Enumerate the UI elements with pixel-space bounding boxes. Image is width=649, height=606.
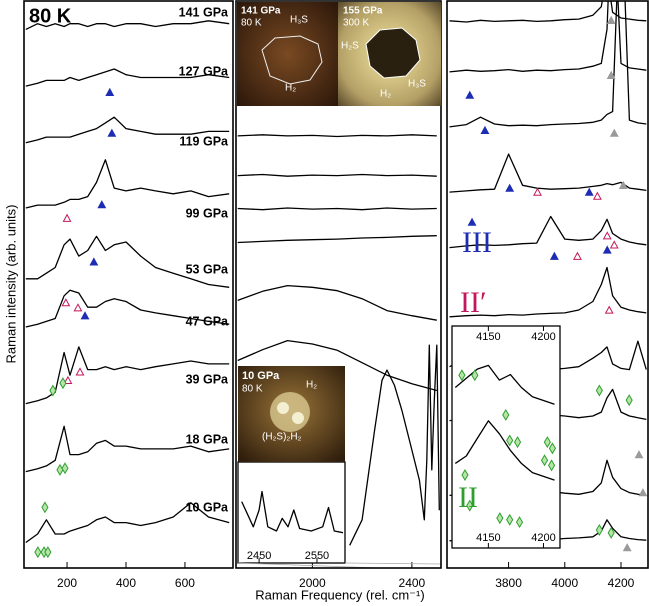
- inset-x-tick-label: 4150: [476, 532, 500, 544]
- peak-marker: [90, 258, 97, 265]
- peak-marker: [635, 451, 642, 458]
- photo-label: 300 K: [343, 18, 369, 29]
- peak-marker: [62, 463, 68, 473]
- peak-marker: [35, 547, 41, 557]
- peak-marker: [60, 378, 66, 388]
- photo-label: 10 GPa: [242, 370, 280, 382]
- photo-label: H₃S: [290, 15, 308, 26]
- peak-marker: [624, 544, 631, 551]
- photo-label: H₂: [380, 89, 391, 100]
- panel-frame: [24, 1, 233, 568]
- inset-frame: [238, 462, 345, 563]
- x-tick-label: 600: [175, 576, 195, 590]
- peak-marker: [586, 189, 593, 196]
- inset-x-tick-label: 2550: [305, 550, 329, 562]
- peak-marker: [611, 130, 618, 137]
- peak-marker: [611, 241, 618, 248]
- peak-marker: [608, 17, 615, 24]
- x-tick-label: 4200: [608, 576, 635, 590]
- peak-marker: [50, 386, 56, 396]
- peak-marker: [626, 395, 632, 405]
- peak-marker: [466, 92, 473, 99]
- phase-label: II: [458, 481, 478, 514]
- y-axis-label: Raman intensity (arb. units): [3, 205, 18, 364]
- spectrum: [238, 236, 437, 243]
- spectrum: [26, 160, 229, 208]
- photo-label: H₂S: [341, 41, 359, 52]
- peak-marker: [42, 502, 48, 512]
- peak-marker: [57, 465, 63, 475]
- spectrum: [238, 175, 437, 177]
- spectrum: [238, 135, 437, 137]
- x-tick-label: 2400: [399, 576, 426, 590]
- peak-marker: [534, 189, 541, 196]
- x-tick-label: 200: [57, 576, 77, 590]
- series-label: 10 GPa: [186, 500, 229, 514]
- peak-marker: [574, 253, 581, 260]
- photo-label: (H₂S)₂H₂: [262, 432, 302, 443]
- photo-label: 141 GPa: [241, 6, 281, 17]
- peak-marker: [45, 547, 51, 557]
- photo-label: 80 K: [241, 18, 262, 29]
- spectrum: [238, 208, 437, 210]
- inset-x-tick-label: 4200: [531, 532, 555, 544]
- spectrum: [450, 0, 647, 127]
- series-label: 119 GPa: [179, 134, 229, 148]
- inset-x-tick-label: 4200: [531, 331, 555, 343]
- series-label: 47 GPa: [186, 314, 229, 328]
- inset-frame: [452, 326, 560, 548]
- spectrum: [238, 286, 437, 321]
- photo-label: 155 GPa: [343, 6, 383, 17]
- figure: Raman intensity (arb. units) Raman Frequ…: [0, 0, 649, 606]
- peak-marker: [639, 489, 646, 496]
- peak-marker: [468, 219, 475, 226]
- photo-label: H₂: [306, 380, 317, 391]
- photo-sample: [277, 402, 289, 414]
- peak-marker: [76, 368, 83, 375]
- photo-sample: [270, 392, 310, 432]
- peak-marker: [506, 185, 513, 192]
- phase-label: III: [462, 226, 492, 259]
- peak-marker: [551, 253, 558, 260]
- peak-marker: [108, 130, 115, 137]
- peak-marker: [81, 312, 88, 319]
- peak-marker: [98, 201, 105, 208]
- x-tick-label: 400: [116, 576, 136, 590]
- x-tick-label: 3800: [495, 576, 522, 590]
- peak-marker: [74, 304, 81, 311]
- peak-marker: [106, 89, 113, 96]
- photo-sample: [292, 412, 304, 424]
- leader-line: [345, 563, 441, 564]
- peak-marker: [63, 215, 70, 222]
- series-label: 53 GPa: [186, 262, 229, 276]
- peak-marker: [481, 127, 488, 134]
- peak-marker: [594, 193, 601, 200]
- peak-marker: [596, 386, 602, 396]
- spectrum: [450, 154, 647, 192]
- peak-marker: [604, 232, 611, 239]
- series-label: 127 GPa: [179, 64, 229, 78]
- peak-marker: [606, 307, 613, 314]
- inset-x-tick-label: 4150: [476, 331, 500, 343]
- series-label: 39 GPa: [186, 372, 229, 386]
- series-label: 141 GPa: [179, 5, 229, 19]
- series-label: 99 GPa: [186, 206, 229, 220]
- peak-marker: [62, 299, 69, 306]
- temperature-label: 80 K: [29, 5, 72, 27]
- phase-label: II′: [460, 286, 487, 319]
- inset-x-tick-label: 2450: [247, 550, 271, 562]
- series-label: 18 GPa: [186, 432, 229, 446]
- x-tick-label: 2000: [299, 576, 326, 590]
- spectrum: [350, 345, 440, 545]
- x-tick-label: 4000: [551, 576, 578, 590]
- photo-label: 80 K: [242, 384, 263, 395]
- photo-label: H₂: [285, 83, 296, 94]
- photo-label: H₃S: [408, 79, 426, 90]
- peak-marker: [604, 246, 611, 253]
